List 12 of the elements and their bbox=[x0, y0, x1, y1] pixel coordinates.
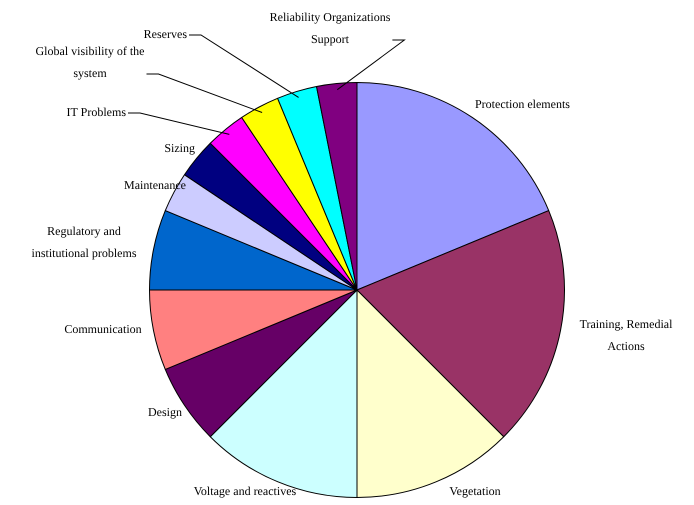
slice-label: Training, Remedial Actions bbox=[580, 317, 674, 354]
slice-label: Voltage and reactives bbox=[194, 484, 297, 498]
slice-label: Sizing bbox=[164, 141, 195, 156]
slice-label: Reliability Organizations Support bbox=[270, 10, 391, 46]
slice-label: Reserves bbox=[144, 27, 188, 42]
slice-label: Vegetation bbox=[449, 484, 501, 498]
slice-label: Global visibility of the system bbox=[36, 44, 144, 80]
slice-label: Design bbox=[148, 405, 182, 420]
slice-label: Protection elements bbox=[475, 97, 570, 112]
slice-label: Communication bbox=[64, 322, 142, 336]
slice-label: IT Problems bbox=[66, 105, 126, 120]
slice-label: Regulatory and institutional problems bbox=[32, 224, 137, 260]
